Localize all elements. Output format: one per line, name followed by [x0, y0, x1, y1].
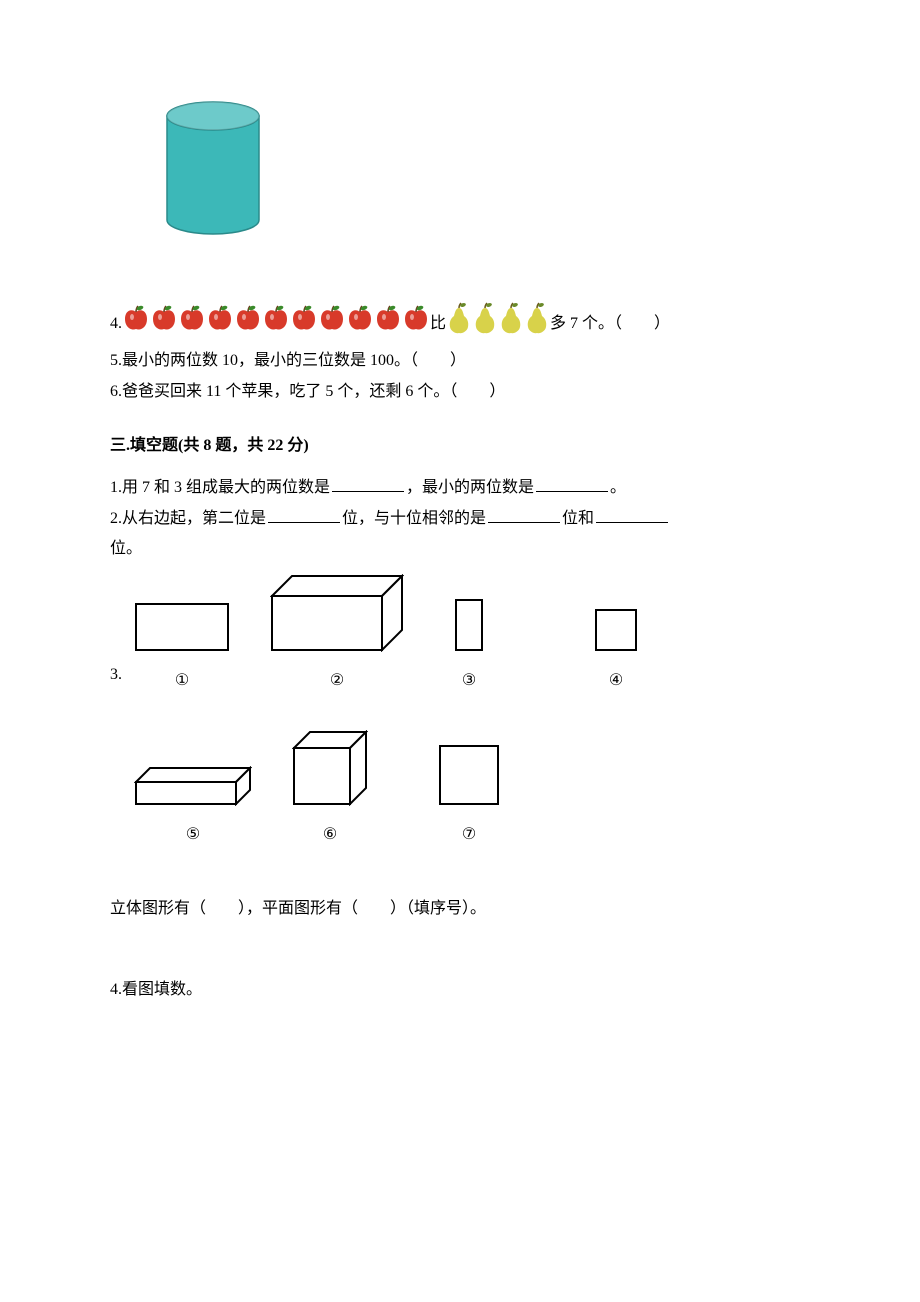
apple-icon	[234, 303, 262, 344]
cylinder-figure	[165, 100, 810, 241]
labels-row-2: ⑤ ⑥ ⑦	[134, 814, 560, 844]
apple-icon	[318, 303, 346, 344]
shape-6	[292, 730, 368, 806]
shape-1	[134, 602, 230, 652]
apple-icon	[290, 303, 318, 344]
apple-icon	[150, 303, 178, 344]
apple-icon	[374, 303, 402, 344]
q3-text: 立体图形有（ ），平面图形有（ ）（填序号）。	[110, 894, 810, 924]
shape-label-1: ①	[134, 670, 230, 690]
shape-label-2: ②	[270, 670, 404, 690]
apple-row	[122, 303, 430, 344]
pear-icon	[446, 301, 472, 346]
fill1-c: 。	[610, 479, 626, 496]
question-6: 6.爸爸买回来 11 个苹果，吃了 5 个，还剩 6 个。（ ）	[110, 377, 810, 407]
shape-label-3: ③	[454, 670, 484, 690]
shape-label-6: ⑥	[292, 824, 368, 844]
apple-icon	[402, 303, 430, 344]
shape-7	[438, 744, 500, 806]
shape-2	[270, 574, 404, 652]
apple-icon	[178, 303, 206, 344]
shape-3	[454, 598, 484, 652]
q3-label: 3.	[110, 666, 134, 684]
pear-row	[446, 301, 550, 346]
q4-mid: 比	[430, 309, 446, 339]
q4-prefix: 4.	[110, 309, 122, 339]
section-3-title: 三.填空题(共 8 题，共 22 分)	[110, 431, 810, 455]
cylinder-svg	[165, 100, 261, 236]
fill1-a: 1.用 7 和 3 组成最大的两位数是	[110, 479, 330, 496]
shape-label-5: ⑤	[134, 824, 252, 844]
pear-icon	[524, 301, 550, 346]
fill2-d: 位。	[110, 540, 142, 557]
shapes-row-1	[134, 574, 698, 652]
fill2-a: 2.从右边起，第二位是	[110, 510, 266, 527]
pear-icon	[472, 301, 498, 346]
fill2-b: 位，与十位相邻的是	[342, 510, 486, 527]
fill-question-1: 1.用 7 和 3 组成最大的两位数是 ，最小的两位数是 。	[110, 473, 810, 503]
shapes-row-2	[134, 730, 560, 806]
fill-question-3: 3. ① ② ③ ④ ⑤ ⑥ ⑦	[110, 574, 810, 844]
apple-icon	[122, 303, 150, 344]
shape-label-4: ④	[594, 670, 638, 690]
fill1-b: ，最小的两位数是	[406, 479, 534, 496]
shape-4	[594, 608, 638, 652]
apple-icon	[346, 303, 374, 344]
labels-row-1: ① ② ③ ④	[134, 660, 698, 690]
fill-question-2: 2.从右边起，第二位是 位，与十位相邻的是 位和位。	[110, 504, 810, 565]
apple-icon	[262, 303, 290, 344]
q4-tail: 多 7 个。（ ）	[550, 309, 670, 339]
blank	[332, 475, 404, 492]
fill-question-4: 4.看图填数。	[110, 975, 810, 1005]
blank	[268, 506, 340, 523]
blank	[488, 506, 560, 523]
fill2-c: 位和	[562, 510, 594, 527]
shape-5	[134, 766, 252, 806]
question-5: 5.最小的两位数 10，最小的三位数是 100。（ ）	[110, 346, 810, 376]
blank	[536, 475, 608, 492]
shape-label-7: ⑦	[438, 824, 500, 844]
pear-icon	[498, 301, 524, 346]
apple-icon	[206, 303, 234, 344]
blank	[596, 506, 668, 523]
question-4: 4.	[110, 301, 810, 346]
